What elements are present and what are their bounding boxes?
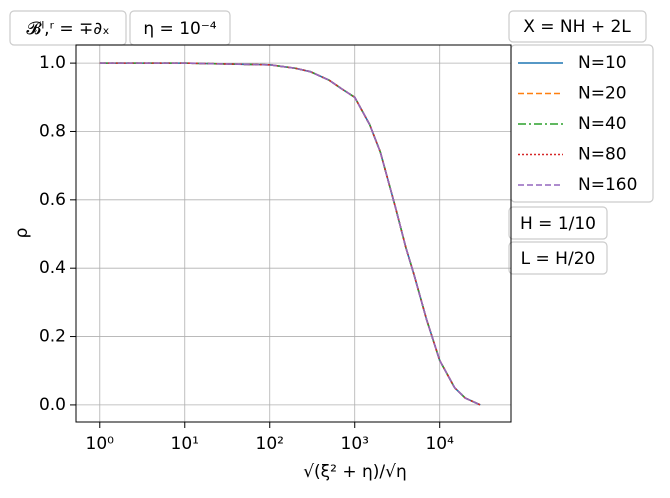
y-tick-label: 1.0 bbox=[39, 53, 66, 73]
legend-title-box bbox=[508, 10, 647, 43]
y-tick-label: 0.6 bbox=[39, 190, 66, 210]
legend-title: X = NH + 2L bbox=[523, 17, 631, 37]
x-tick-label: 10² bbox=[256, 434, 284, 454]
data-line bbox=[99, 62, 481, 406]
legend-label: N=160 bbox=[578, 175, 637, 195]
data-line bbox=[99, 62, 481, 406]
annotation-box bbox=[508, 241, 608, 275]
annotation: 𝓑ˡ,ʳ = ∓∂ₓ bbox=[26, 19, 109, 39]
y-tick-label: 0.0 bbox=[39, 395, 66, 415]
y-tick-label: 0.4 bbox=[39, 258, 66, 278]
annotation: H = 1/10 bbox=[520, 214, 596, 234]
annotation-box bbox=[9, 10, 127, 46]
plot-frame bbox=[75, 44, 512, 423]
y-tick-label: 0.8 bbox=[39, 121, 66, 141]
data-line bbox=[99, 62, 481, 406]
x-tick-label: 10³ bbox=[341, 434, 369, 454]
legend-label: N=10 bbox=[578, 53, 627, 73]
data-line bbox=[99, 62, 481, 406]
data-line bbox=[99, 62, 481, 406]
y-tick-label: 0.2 bbox=[39, 327, 66, 347]
annotation-box bbox=[508, 206, 608, 240]
annotation: η = 10⁻⁴ bbox=[143, 19, 216, 39]
legend-label: N=80 bbox=[578, 145, 627, 165]
x-tick-label: 10⁴ bbox=[425, 434, 454, 454]
y-axis-label: ρ bbox=[12, 228, 32, 239]
x-tick-label: 10⁰ bbox=[86, 434, 115, 454]
annotation: L = H/20 bbox=[521, 249, 596, 269]
x-tick-label: 10¹ bbox=[171, 434, 199, 454]
legend-label: N=20 bbox=[578, 84, 627, 104]
legend-label: N=40 bbox=[578, 114, 627, 134]
x-axis-label: √(ξ² + η)/√η bbox=[303, 462, 407, 482]
